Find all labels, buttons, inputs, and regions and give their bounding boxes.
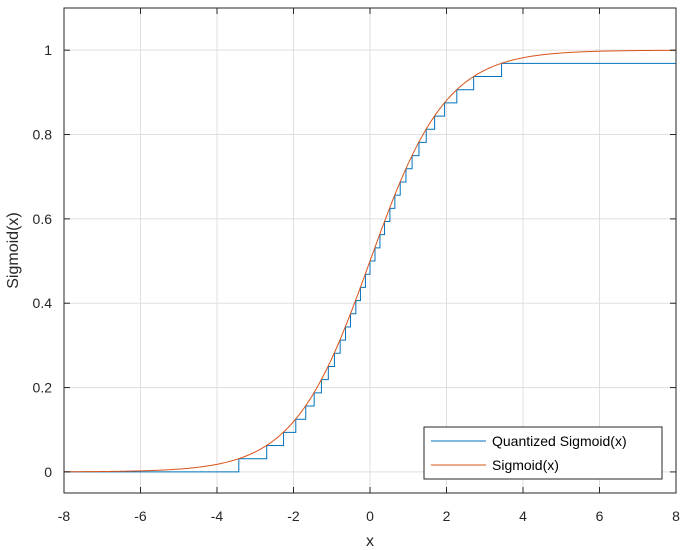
legend-box xyxy=(423,426,663,480)
x-tick-label: -4 xyxy=(211,508,224,524)
x-axis-label: x xyxy=(366,533,374,550)
x-tick-label: -6 xyxy=(134,508,147,524)
x-tick-label: 6 xyxy=(596,508,604,524)
y-tick-label: 0 xyxy=(44,464,52,480)
series-layer xyxy=(64,49,676,473)
y-tick-label: 0.2 xyxy=(33,380,53,396)
y-tick-label: 1 xyxy=(44,42,52,58)
legend-label-quantized: Quantized Sigmoid(x) xyxy=(492,433,627,449)
x-tick-label: -8 xyxy=(58,508,71,524)
legend-label-sigmoid: Sigmoid(x) xyxy=(492,457,559,473)
x-tick-label: 4 xyxy=(519,508,527,524)
series-line-sigmoid xyxy=(64,49,676,473)
ticks: -8 -6 -4 -2 0 2 4 6 8 0 0.2 0.4 0.6 0.8 1 xyxy=(33,8,680,524)
legend[interactable]: Quantized Sigmoid(x) Sigmoid(x) xyxy=(423,426,663,480)
x-tick-label: 0 xyxy=(366,508,374,524)
x-tick-label: 2 xyxy=(443,508,451,524)
y-tick-label: 0.8 xyxy=(33,127,53,143)
x-tick-label: -2 xyxy=(287,508,300,524)
y-tick-label: 0.6 xyxy=(33,211,53,227)
y-axis-label: Sigmoid(x) xyxy=(5,212,22,288)
x-tick-label: 8 xyxy=(672,508,680,524)
series-line-quantized-sigmoid xyxy=(64,62,676,473)
grid xyxy=(63,8,677,493)
y-tick-label: 0.4 xyxy=(33,295,53,311)
